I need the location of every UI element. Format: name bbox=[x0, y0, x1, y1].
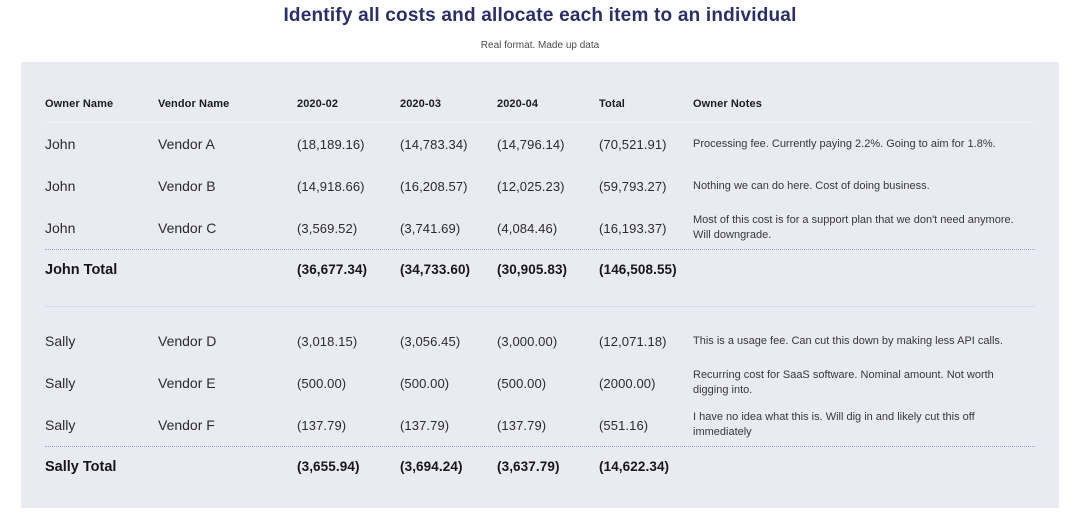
total-2020-04-cell: (3,637.79) bbox=[497, 459, 560, 474]
row-total-cell: (70,521.91) bbox=[599, 136, 667, 152]
grand-total-cell: (14,622.34) bbox=[599, 459, 670, 474]
vendor-name-cell: Vendor E bbox=[158, 375, 216, 391]
row-total-cell: (551.16) bbox=[599, 417, 649, 433]
row-total-cell: (12,071.18) bbox=[599, 333, 667, 349]
month-2020-02-cell: (14,918.66) bbox=[297, 178, 365, 194]
cost-table-card: Owner Name Vendor Name 2020-02 2020-03 2… bbox=[21, 62, 1059, 508]
owner-notes-cell: This is a usage fee. Can cut this down b… bbox=[693, 334, 1003, 347]
total-2020-04-cell: (30,905.83) bbox=[497, 262, 568, 277]
owner-total-row: Sally Total (3,655.94) (3,694.24) (3,637… bbox=[45, 446, 1035, 486]
owner-notes-cell: Processing fee. Currently paying 2.2%. G… bbox=[693, 137, 996, 150]
page-title: Identify all costs and allocate each ite… bbox=[283, 5, 797, 26]
owner-name-cell: Sally bbox=[45, 375, 76, 391]
owner-notes-cell: Most of this cost is for a support plan … bbox=[693, 214, 1014, 241]
owner-notes-cell: Recurring cost for SaaS software. Nomina… bbox=[693, 369, 994, 396]
month-2020-02-cell: (3,018.15) bbox=[297, 333, 358, 349]
row-total-cell: (59,793.27) bbox=[599, 178, 667, 194]
column-header-2020-04: 2020-04 bbox=[497, 98, 539, 110]
table-row: Sally Vendor F (137.79) (137.79) (137.79… bbox=[45, 404, 1035, 446]
owner-name-cell: Sally bbox=[45, 417, 76, 433]
month-2020-03-cell: (3,056.45) bbox=[400, 333, 461, 349]
vendor-name-cell: Vendor A bbox=[158, 136, 215, 152]
month-2020-04-cell: (4,084.46) bbox=[497, 220, 558, 236]
total-2020-03-cell: (3,694.24) bbox=[400, 459, 463, 474]
owner-total-label: John Total bbox=[45, 261, 118, 278]
total-2020-02-cell: (3,655.94) bbox=[297, 459, 360, 474]
table-row: John Vendor A (18,189.16) (14,783.34) (1… bbox=[45, 123, 1035, 165]
section-divider bbox=[45, 306, 1035, 307]
total-2020-03-cell: (34,733.60) bbox=[400, 262, 471, 277]
owner-notes-cell: I have no idea what this is. Will dig in… bbox=[693, 411, 975, 438]
column-header-owner-notes: Owner Notes bbox=[693, 98, 762, 110]
column-header-vendor-name: Vendor Name bbox=[158, 98, 230, 110]
month-2020-03-cell: (16,208.57) bbox=[400, 178, 468, 194]
month-2020-04-cell: (500.00) bbox=[497, 375, 547, 391]
owner-notes-cell: Nothing we can do here. Cost of doing bu… bbox=[693, 179, 930, 192]
month-2020-02-cell: (137.79) bbox=[297, 417, 347, 433]
vendor-name-cell: Vendor F bbox=[158, 417, 215, 433]
table-header-row: Owner Name Vendor Name 2020-02 2020-03 2… bbox=[45, 62, 1035, 123]
owner-name-cell: Sally bbox=[45, 333, 76, 349]
vendor-name-cell: Vendor C bbox=[158, 220, 217, 236]
row-total-cell: (2000.00) bbox=[599, 375, 656, 391]
month-2020-03-cell: (3,741.69) bbox=[400, 220, 461, 236]
owner-name-cell: John bbox=[45, 220, 76, 236]
month-2020-03-cell: (500.00) bbox=[400, 375, 450, 391]
column-header-2020-02: 2020-02 bbox=[297, 98, 339, 110]
vendor-name-cell: Vendor D bbox=[158, 333, 217, 349]
owner-name-cell: John bbox=[45, 136, 76, 152]
month-2020-03-cell: (14,783.34) bbox=[400, 136, 468, 152]
grand-total-cell: (146,508.55) bbox=[599, 262, 677, 277]
column-header-total: Total bbox=[599, 98, 625, 110]
owner-name-cell: John bbox=[45, 178, 76, 194]
month-2020-02-cell: (500.00) bbox=[297, 375, 347, 391]
month-2020-04-cell: (3,000.00) bbox=[497, 333, 558, 349]
table-row: Sally Vendor D (3,018.15) (3,056.45) (3,… bbox=[45, 320, 1035, 362]
column-header-2020-03: 2020-03 bbox=[400, 98, 442, 110]
table-row: John Vendor C (3,569.52) (3,741.69) (4,0… bbox=[45, 207, 1035, 249]
month-2020-04-cell: (137.79) bbox=[497, 417, 547, 433]
table-row: John Vendor B (14,918.66) (16,208.57) (1… bbox=[45, 165, 1035, 207]
owner-total-row: John Total (36,677.34) (34,733.60) (30,9… bbox=[45, 249, 1035, 289]
column-header-owner-name: Owner Name bbox=[45, 98, 114, 110]
month-2020-03-cell: (137.79) bbox=[400, 417, 450, 433]
row-total-cell: (16,193.37) bbox=[599, 220, 667, 236]
month-2020-02-cell: (18,189.16) bbox=[297, 136, 365, 152]
total-2020-02-cell: (36,677.34) bbox=[297, 262, 368, 277]
month-2020-04-cell: (14,796.14) bbox=[497, 136, 565, 152]
month-2020-04-cell: (12,025.23) bbox=[497, 178, 565, 194]
month-2020-02-cell: (3,569.52) bbox=[297, 220, 358, 236]
table-row: Sally Vendor E (500.00) (500.00) (500.00… bbox=[45, 362, 1035, 404]
table-body: John Vendor A (18,189.16) (14,783.34) (1… bbox=[45, 123, 1035, 486]
page-header: Identify all costs and allocate each ite… bbox=[0, 0, 1080, 51]
owner-total-label: Sally Total bbox=[45, 458, 117, 475]
vendor-name-cell: Vendor B bbox=[158, 178, 216, 194]
page-subtitle: Real format. Made up data bbox=[480, 40, 600, 51]
